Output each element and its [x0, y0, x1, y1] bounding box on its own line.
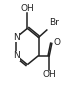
- Text: OH: OH: [42, 70, 56, 79]
- Text: Br: Br: [49, 18, 59, 27]
- Text: OH: OH: [21, 4, 34, 13]
- Text: N: N: [13, 51, 20, 60]
- Text: O: O: [53, 38, 61, 47]
- Text: N: N: [13, 33, 20, 42]
